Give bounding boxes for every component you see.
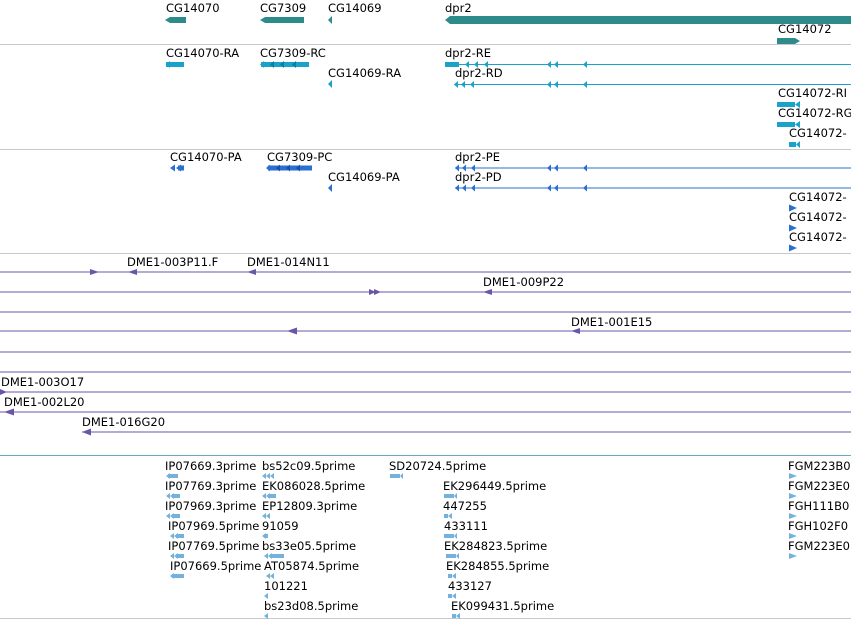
gene-glyph-dpr2[interactable] — [445, 16, 851, 24]
clone-glyph-row4[interactable] — [0, 327, 851, 335]
gene-glyph-cg7309[interactable] — [260, 17, 304, 23]
clone-label-dme1-001e15[interactable]: DME1-001E15 — [571, 315, 653, 329]
clone-glyph-row8[interactable] — [0, 408, 851, 416]
mrna-label-cg14072-r[interactable]: CG14072- — [789, 126, 847, 140]
est-label[interactable]: FGM223E0 — [788, 479, 850, 493]
clone-glyph-row1[interactable] — [0, 269, 851, 275]
est-label[interactable]: bs23d08.5prime — [264, 599, 359, 613]
protein-label-dpr2-pd[interactable]: dpr2-PD — [455, 170, 502, 184]
est-label[interactable]: IP07769.5prime — [168, 539, 260, 553]
protein-label-cg14069-pa[interactable]: CG14069-PA — [328, 170, 400, 184]
protein-glyph-cg14069-pa[interactable] — [328, 184, 332, 192]
est-label[interactable]: 447255 — [443, 499, 487, 513]
est-label[interactable]: EK099431.5prime — [451, 599, 555, 613]
mrna-glyph-cg14072-rg[interactable] — [777, 121, 800, 128]
est-col3-glyphs[interactable] — [390, 473, 403, 479]
clone-label-dme1-002l20[interactable]: DME1-002L20 — [4, 395, 85, 409]
gene-label-cg14072[interactable]: CG14072 — [778, 22, 832, 36]
mrna-glyph-cg14072-r[interactable] — [789, 141, 800, 148]
clone-glyph-row7[interactable] — [0, 389, 851, 395]
est-label[interactable]: AT05874.5prime — [264, 559, 360, 573]
gene-glyph-cg14069[interactable] — [328, 16, 332, 24]
clone-label-dme1-003o17[interactable]: DME1-003O17 — [1, 375, 85, 389]
clone-features — [0, 269, 851, 436]
est-label[interactable]: FGH102F0 — [788, 519, 849, 533]
gene-label-cg14070[interactable]: CG14070 — [166, 1, 220, 15]
est-col1-glyphs[interactable] — [166, 473, 184, 579]
mrna-glyph-dpr2-rd[interactable] — [454, 81, 851, 88]
est-label[interactable]: EK284855.5prime — [446, 559, 550, 573]
mrna-glyph-cg14069-ra[interactable] — [328, 80, 332, 88]
gene-glyph-cg14072[interactable] — [777, 38, 800, 44]
est-label[interactable]: EP12809.3prime — [262, 499, 358, 513]
gene-features — [165, 16, 851, 44]
est-label[interactable]: bs52c09.5prime — [262, 459, 356, 473]
protein-glyph-cg14072-p1[interactable] — [789, 204, 797, 212]
clone-glyph-row2[interactable] — [0, 289, 851, 295]
track-divider — [0, 618, 851, 619]
mrna-glyph-cg14072-ri[interactable] — [777, 101, 800, 108]
est-label[interactable]: IP07669.5prime — [170, 559, 262, 573]
track-divider — [0, 149, 851, 150]
est-label[interactable]: FGM223B0 — [788, 459, 851, 473]
protein-glyph-dpr2-pd[interactable] — [455, 184, 851, 192]
protein-glyph-dpr2-pe[interactable] — [455, 164, 851, 172]
est-label[interactable]: IP07669.3prime — [165, 459, 257, 473]
mrna-glyph-cg7309-rc[interactable] — [260, 61, 309, 68]
clone-label-dme1-003p11f[interactable]: DME1-003P11.F — [127, 255, 219, 269]
est-label[interactable]: EK296449.5prime — [443, 479, 547, 493]
protein-glyph-cg14072-p2[interactable] — [789, 224, 797, 232]
clone-glyph-row9[interactable] — [82, 428, 851, 436]
mrna-label-cg14069-ra[interactable]: CG14069-RA — [328, 66, 402, 80]
est-label[interactable]: 101221 — [264, 579, 308, 593]
gene-glyph-cg14070[interactable] — [165, 17, 186, 23]
est-label[interactable]: EK086028.5prime — [262, 479, 366, 493]
mrna-label-dpr2-re[interactable]: dpr2-RE — [445, 46, 492, 60]
est-col4-glyphs[interactable] — [444, 493, 460, 619]
protein-label-cg14070-pa[interactable]: CG14070-PA — [170, 150, 242, 164]
est-label[interactable]: FGH111B0 — [788, 499, 850, 513]
protein-glyph-cg14070-pa[interactable] — [170, 164, 184, 172]
mrna-features — [166, 61, 851, 148]
track-divider — [0, 253, 851, 254]
gene-label-dpr2[interactable]: dpr2 — [445, 1, 472, 15]
protein-label-cg14072-p2[interactable]: CG14072- — [789, 210, 847, 224]
protein-features — [170, 164, 851, 252]
gene-label-cg14069[interactable]: CG14069 — [328, 1, 382, 15]
mrna-label-cg14072-rg[interactable]: CG14072-RG — [778, 106, 851, 120]
clone-label-dme1-014n11[interactable]: DME1-014N11 — [247, 255, 330, 269]
mrna-glyph-cg14070-ra[interactable] — [166, 61, 184, 68]
est-col5-glyphs[interactable] — [789, 473, 797, 559]
gene-label-cg7309[interactable]: CG7309 — [260, 1, 307, 15]
est-label[interactable]: EK284823.5prime — [444, 539, 548, 553]
mrna-label-cg14070-ra[interactable]: CG14070-RA — [166, 46, 240, 60]
clone-label-dme1-016g20[interactable]: DME1-016G20 — [82, 415, 166, 429]
est-col2-glyphs[interactable] — [262, 473, 284, 619]
clone-label-dme1-009p22[interactable]: DME1-009P22 — [483, 275, 565, 289]
mrna-glyph-dpr2-re[interactable] — [445, 61, 851, 68]
est-label[interactable]: IP07969.5prime — [168, 519, 260, 533]
est-label[interactable]: IP07969.3prime — [165, 499, 257, 513]
track-divider — [0, 44, 851, 45]
track-divider — [0, 455, 851, 456]
mrna-label-cg7309-rc[interactable]: CG7309-RC — [260, 46, 326, 60]
protein-glyph-cg7309-pc[interactable] — [266, 164, 312, 172]
est-label[interactable]: 91059 — [262, 519, 299, 533]
est-label[interactable]: bs33e05.5prime — [262, 539, 357, 553]
est-features — [166, 473, 797, 619]
protein-glyph-cg14072-p3[interactable] — [789, 244, 797, 252]
mrna-label-dpr2-rd[interactable]: dpr2-RD — [455, 66, 503, 80]
mrna-label-cg14072-ri[interactable]: CG14072-RI — [778, 86, 848, 100]
est-label[interactable]: 433111 — [444, 519, 488, 533]
protein-label-cg7309-pc[interactable]: CG7309-PC — [267, 150, 333, 164]
protein-label-cg14072-p3[interactable]: CG14072- — [789, 230, 847, 244]
protein-label-cg14072-p1[interactable]: CG14072- — [789, 190, 847, 204]
est-label[interactable]: IP07769.3prime — [165, 479, 257, 493]
protein-label-dpr2-pe[interactable]: dpr2-PE — [455, 150, 500, 164]
est-label[interactable]: SD20724.5prime — [389, 459, 487, 473]
est-label[interactable]: FGM223E0 — [788, 539, 850, 553]
est-label[interactable]: 433127 — [448, 579, 492, 593]
